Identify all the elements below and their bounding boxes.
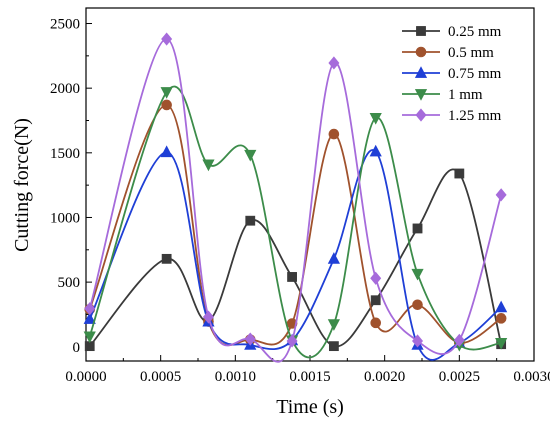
series-line bbox=[88, 104, 502, 347]
series-line bbox=[88, 38, 503, 363]
data-point bbox=[202, 310, 214, 324]
series-line bbox=[89, 168, 503, 348]
y-axis-title: Cutting force(N) bbox=[11, 118, 33, 252]
legend-item: 1.25 mm bbox=[402, 108, 502, 124]
data-point bbox=[414, 89, 428, 101]
data-point bbox=[454, 168, 465, 179]
data-point bbox=[453, 333, 465, 347]
data-point bbox=[370, 295, 381, 306]
legend: 0.25 mm 0.5 mm 0.75 mm 1 mm 1.25 mm bbox=[402, 24, 502, 124]
data-point bbox=[160, 145, 173, 158]
legend-item: 0.25 mm bbox=[402, 24, 502, 40]
legend-label: 0.5 mm bbox=[448, 45, 494, 61]
data-point bbox=[161, 253, 172, 264]
y-tick-label: 0 bbox=[73, 340, 81, 356]
y-tick-label: 1500 bbox=[50, 146, 80, 162]
legend-label: 0.75 mm bbox=[448, 66, 502, 82]
data-point bbox=[495, 313, 507, 324]
data-point bbox=[415, 108, 427, 122]
x-tick-label: 0.0020 bbox=[364, 369, 405, 385]
data-point bbox=[495, 337, 508, 350]
series-layer bbox=[83, 32, 508, 363]
y-tick-label: 1000 bbox=[50, 210, 80, 226]
x-tick-label: 0.0005 bbox=[140, 369, 181, 385]
legend-item: 1 mm bbox=[402, 87, 483, 103]
data-point bbox=[327, 319, 340, 331]
y-tick-label: 2000 bbox=[50, 81, 80, 97]
data-point bbox=[83, 312, 96, 324]
data-point bbox=[83, 331, 96, 344]
data-point bbox=[412, 223, 423, 234]
legend-label: 1.25 mm bbox=[448, 108, 502, 124]
legend-label: 1 mm bbox=[448, 87, 483, 103]
series-1-mm bbox=[83, 85, 508, 359]
data-point bbox=[412, 299, 423, 311]
x-axis-title: Time (s) bbox=[276, 396, 344, 418]
data-point bbox=[416, 26, 426, 36]
data-point bbox=[328, 341, 339, 352]
data-point bbox=[328, 128, 340, 140]
series-line bbox=[88, 85, 502, 359]
data-point bbox=[327, 252, 340, 264]
legend-item: 0.75 mm bbox=[402, 66, 502, 82]
data-point bbox=[495, 188, 507, 202]
data-point bbox=[245, 215, 256, 226]
data-point bbox=[161, 99, 172, 111]
series-1-25-mm bbox=[84, 32, 507, 363]
y-tick-label: 500 bbox=[58, 275, 81, 291]
data-point bbox=[160, 87, 173, 99]
x-tick-label: 0.0015 bbox=[289, 369, 330, 385]
data-point bbox=[287, 272, 297, 282]
data-point bbox=[495, 300, 508, 313]
data-point bbox=[202, 159, 215, 172]
data-point bbox=[244, 332, 256, 346]
data-point bbox=[412, 334, 424, 348]
data-point bbox=[369, 113, 382, 125]
data-point bbox=[84, 302, 96, 316]
data-point bbox=[286, 334, 298, 348]
legend-label: 0.25 mm bbox=[448, 24, 502, 40]
data-point bbox=[414, 66, 428, 78]
data-point bbox=[161, 32, 173, 46]
y-tick-label: 2500 bbox=[50, 17, 80, 33]
x-tick-label: 0.0025 bbox=[439, 369, 480, 385]
data-point bbox=[415, 46, 427, 58]
legend-item: 0.5 mm bbox=[402, 45, 494, 61]
data-point bbox=[369, 144, 382, 157]
data-point bbox=[411, 268, 424, 281]
x-tick-label: 0.0000 bbox=[65, 369, 106, 385]
data-point bbox=[328, 56, 340, 70]
data-point bbox=[370, 271, 382, 285]
axis-ticks: 0.0000 0.0005 0.0010 0.0015 0.0020 0.0025 0.00… bbox=[50, 17, 550, 385]
data-point bbox=[370, 317, 382, 329]
x-tick-label: 0.0010 bbox=[215, 369, 256, 385]
data-point bbox=[244, 149, 257, 162]
